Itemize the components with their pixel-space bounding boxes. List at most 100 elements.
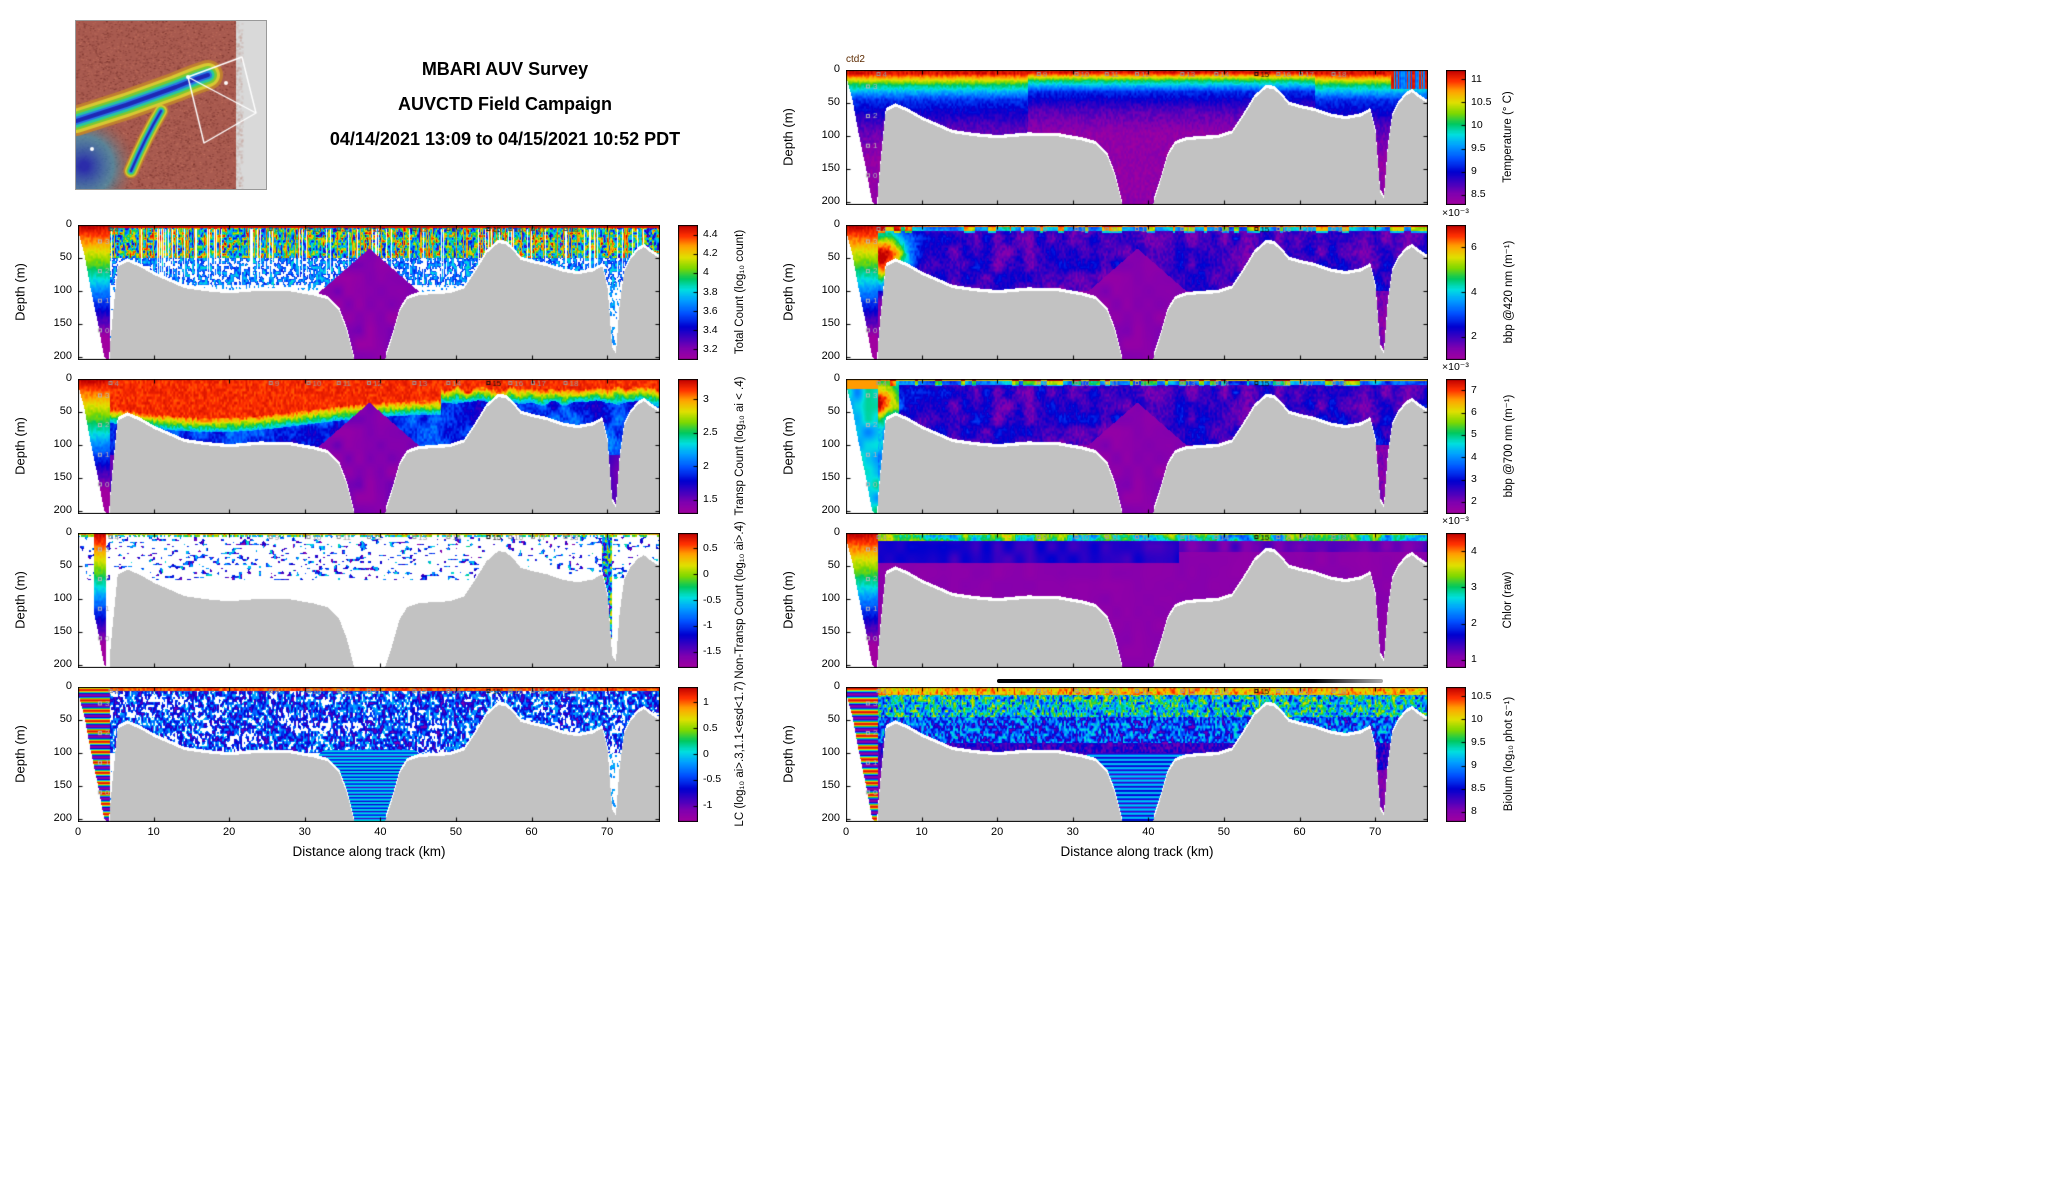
colorbar-tick-label: 10 xyxy=(1471,712,1483,725)
colorbar-chlor: 1 2 3 4 Chlor (raw) ×10⁻³ xyxy=(1442,515,1556,668)
colorbar-tick-label: 2 xyxy=(1471,617,1477,630)
depth-tick-label: 50 xyxy=(827,250,840,263)
depth-tick-label: 200 xyxy=(821,349,840,362)
depth-tick-label: 200 xyxy=(821,811,840,824)
depth-tick-label: 200 xyxy=(53,503,72,516)
depth-tick-label: 50 xyxy=(59,712,72,725)
depth-tick-label: 100 xyxy=(53,745,72,758)
distance-tick-label: 50 xyxy=(1217,826,1231,838)
depth-axis-label: Depth (m) xyxy=(12,725,28,783)
biolum-surface-track-bar xyxy=(997,679,1383,683)
distance-tick-label: 10 xyxy=(147,826,160,838)
biolum-colorbar-gradient xyxy=(1446,687,1466,822)
depth-axis-label: Depth (m) xyxy=(12,263,28,321)
colorbar-nontransp-count: -1.5 -1 -0.5 0 0.5 Non-Transp Count (log₁₀ a… xyxy=(678,521,788,679)
colorbar-tick-label: 3.8 xyxy=(703,285,718,298)
transp-count-colorbar-label: Transp Count (log₁₀ ai < .4) xyxy=(734,376,746,516)
distance-tick-label: 40 xyxy=(374,826,387,838)
colorbar-tick-label: 9 xyxy=(1471,165,1477,178)
colorbar-tick-label: 0 xyxy=(703,747,709,760)
nontransp-count-colorbar-gradient xyxy=(678,533,698,668)
colorbar-lc: -1 -0.5 0 0.5 1 LC (log₁₀ ai>.3,1.1<esd<1.7) xyxy=(678,681,788,827)
colorbar-biolum: 8 8.5 9 9.5 10 10.5 Biolum (log₁₀ phot s⁻¹) xyxy=(1446,687,1556,822)
panel-bbp700: 0 50 100 150 200 Depth (m) xyxy=(781,372,1428,516)
colorbar-tick-label: 8.5 xyxy=(1471,188,1486,201)
depth-axis-label: Depth (m) xyxy=(12,417,28,475)
depth-tick-label: 100 xyxy=(821,591,840,604)
distance-tick-label: 60 xyxy=(525,826,538,838)
distance-tick-label: 20 xyxy=(991,826,1004,838)
colorbar-tick-label: 10.5 xyxy=(1471,95,1492,108)
colorbar-tick-label: 3 xyxy=(1471,580,1477,593)
distance-tick-label: 50 xyxy=(449,826,463,838)
lc-heatmap xyxy=(78,687,660,822)
panel-biolum: 0 50 100 150 200 0 10 20 30 40 50 60 70 Depth (m) D… xyxy=(781,680,1428,859)
depth-tick-label: 0 xyxy=(833,526,840,538)
depth-tick-label: 0 xyxy=(833,372,840,384)
depth-tick-label: 50 xyxy=(827,404,840,417)
panel-transp-count: 0 50 100 150 200 Depth (m) xyxy=(13,372,660,516)
distance-tick-label: 70 xyxy=(1368,826,1382,838)
depth-tick-label: 0 xyxy=(833,63,840,75)
depth-tick-label: 100 xyxy=(821,283,840,296)
temperature-colorbar-label: Temperature (° C) xyxy=(1502,91,1514,183)
colorbar-tick-label: 2 xyxy=(1471,495,1477,508)
bbp700-colorbar-multiplier: ×10⁻³ xyxy=(1442,361,1469,373)
depth-tick-label: 150 xyxy=(53,778,72,791)
bbp700-heatmap xyxy=(846,379,1428,514)
distance-tick-label: 60 xyxy=(1293,826,1306,838)
distance-tick-label: 10 xyxy=(915,826,928,838)
biolum-heatmap xyxy=(846,687,1428,822)
total-count-heatmap xyxy=(78,225,660,360)
colorbar-tick-label: -1.5 xyxy=(703,645,722,658)
colorbar-tick-label: 0 xyxy=(703,567,709,580)
depth-tick-label: 0 xyxy=(65,372,72,384)
panel-temperature: 0 50 100 150 200 Depth (m) xyxy=(781,63,1428,207)
colorbar-tick-label: 8.5 xyxy=(1471,782,1486,795)
bbp700-colorbar-label: bbp @700 nm (m⁻¹) xyxy=(1503,394,1515,498)
colorbar-tick-label: 6 xyxy=(1471,406,1477,418)
depth-tick-label: 50 xyxy=(827,95,840,108)
depth-tick-label: 0 xyxy=(65,680,72,692)
colorbar-tick-label: 2 xyxy=(1471,330,1477,343)
chlor-colorbar-multiplier: ×10⁻³ xyxy=(1442,515,1469,527)
depth-tick-label: 150 xyxy=(821,161,840,174)
panel-lc: 0 50 100 150 200 0 10 20 30 40 50 60 70 Depth (m) D… xyxy=(13,680,660,859)
nontransp-count-colorbar-label: Non-Transp Count (log₁₀ ai>.4) xyxy=(734,521,746,679)
temperature-colorbar-gradient xyxy=(1446,70,1466,205)
colorbar-tick-label: 3.4 xyxy=(703,323,718,336)
depth-tick-label: 50 xyxy=(59,404,72,417)
title-line-1: MBARI AUV Survey xyxy=(421,59,589,79)
bathymetry-map-inset xyxy=(75,20,267,190)
depth-tick-label: 150 xyxy=(821,316,840,329)
colorbar-tick-label: 9.5 xyxy=(1471,735,1486,748)
biolum-colorbar-label: Biolum (log₁₀ phot s⁻¹) xyxy=(1503,696,1515,812)
colorbar-tick-label: 2 xyxy=(703,459,709,472)
colorbar-tick-label: 1 xyxy=(703,695,709,708)
depth-tick-label: 150 xyxy=(821,470,840,483)
title-line-2: AUVCTD Field Campaign xyxy=(397,94,612,114)
depth-tick-label: 100 xyxy=(821,128,840,141)
colorbar-tick-label: 6 xyxy=(1471,240,1477,253)
temperature-heatmap xyxy=(846,70,1428,205)
nontransp-count-heatmap xyxy=(78,533,660,668)
depth-tick-label: 0 xyxy=(65,526,72,538)
depth-tick-label: 200 xyxy=(821,503,840,516)
colorbar-tick-label: 7 xyxy=(1471,383,1477,396)
colorbar-tick-label: 10.5 xyxy=(1471,689,1492,702)
colorbar-tick-label: 3 xyxy=(1471,473,1477,485)
colorbar-temperature: 8.5 9 9.5 10 10.5 11 Temperature (° C) xyxy=(1446,70,1556,205)
colorbar-tick-label: 4 xyxy=(1471,450,1477,463)
transp-count-heatmap xyxy=(78,379,660,514)
colorbar-tick-label: -1 xyxy=(703,799,713,812)
depth-tick-label: 0 xyxy=(833,680,840,692)
depth-tick-label: 50 xyxy=(827,712,840,725)
depth-tick-label: 150 xyxy=(53,624,72,637)
depth-tick-label: 100 xyxy=(53,437,72,450)
lc-colorbar-label: LC (log₁₀ ai>.3,1.1<esd<1.7) xyxy=(734,681,746,827)
distance-tick-label: 0 xyxy=(74,826,82,838)
colorbar-tick-label: -0.5 xyxy=(703,593,722,606)
colorbar-tick-label: 10 xyxy=(1471,118,1483,131)
panel-nontransp-count: 0 50 100 150 200 Depth (m) xyxy=(13,526,660,670)
chlor-heatmap xyxy=(846,533,1428,668)
